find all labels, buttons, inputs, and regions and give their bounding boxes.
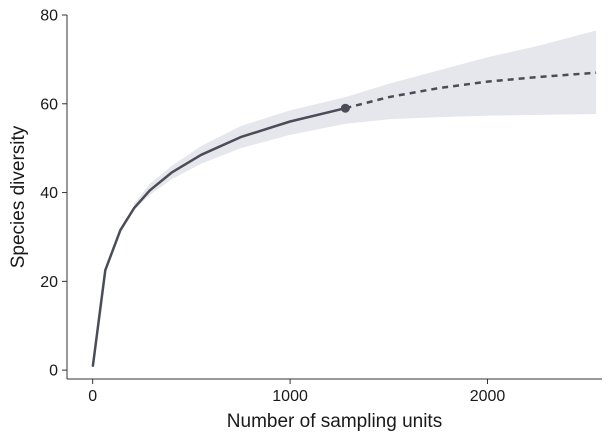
ticks-layer: 0 20 40 60 80 0 1000 2000: [40, 8, 505, 406]
x-tick-label: 0: [88, 388, 97, 405]
y-tick-label: 40: [40, 185, 58, 202]
extrapolation-line: [345, 71, 597, 110]
reference-sample-point: [340, 103, 350, 113]
y-axis-label: Species diversity: [8, 125, 29, 268]
y-tick-label: 60: [40, 96, 58, 113]
y-tick-label: 0: [49, 363, 58, 380]
y-tick-label: 20: [40, 274, 58, 291]
x-axis-label: Number of sampling units: [227, 411, 442, 432]
confidence-band-layer: [134, 30, 597, 211]
interpolation-line: [91, 106, 347, 367]
axes-layer: [66, 15, 602, 380]
y-tick-label: 80: [40, 8, 58, 25]
x-tick-label: 1000: [272, 388, 308, 405]
series-layer: [91, 71, 597, 367]
confidence-band: [134, 30, 597, 211]
x-tick-label: 2000: [470, 388, 506, 405]
